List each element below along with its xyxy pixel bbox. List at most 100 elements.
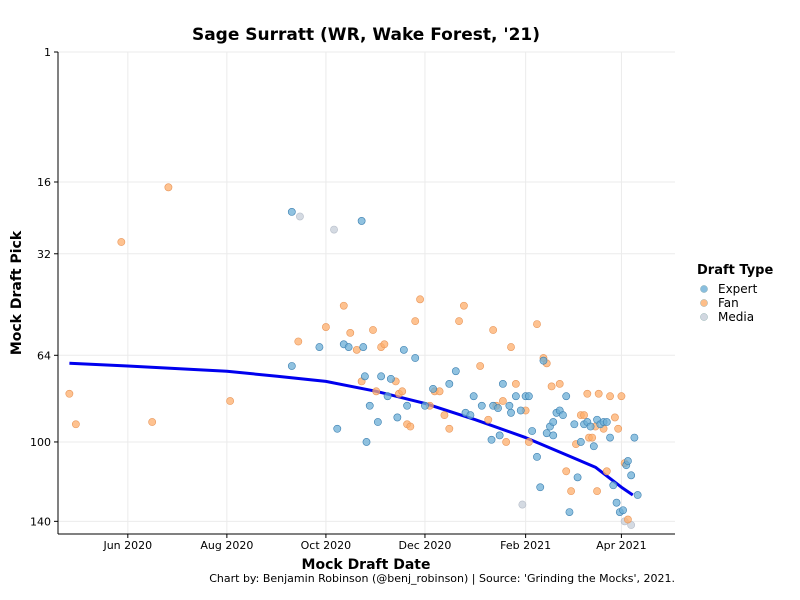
legend-label-expert: Expert (718, 282, 758, 296)
x-axis-title: Mock Draft Date (302, 557, 431, 573)
data-point-expert (411, 354, 420, 362)
data-point-fan (226, 397, 235, 405)
legend-label-fan: Fan (718, 296, 739, 310)
data-point-expert (524, 392, 533, 401)
data-point-fan (580, 411, 588, 420)
data-point-expert (469, 392, 478, 401)
data-point-expert (477, 401, 486, 410)
data-point-fan (411, 317, 420, 326)
x-tick-label: Feb 2021 (500, 539, 551, 552)
data-point-media (330, 225, 338, 234)
data-point-expert (542, 429, 551, 438)
data-point-fan (346, 329, 355, 337)
data-point-expert (573, 473, 582, 482)
y-tick-label: 16 (37, 176, 51, 189)
data-point-fan (380, 340, 389, 349)
data-point-fan (148, 418, 157, 426)
x-tick-label: Apr 2021 (596, 539, 647, 552)
data-point-fan (445, 424, 454, 433)
data-point-fan (606, 392, 614, 401)
data-point-expert (495, 431, 504, 440)
data-point-expert (606, 433, 614, 442)
data-point-expert (287, 207, 296, 216)
points-group (65, 183, 642, 529)
data-point-fan (524, 438, 533, 446)
data-point-expert (536, 483, 545, 492)
data-point-expert (393, 413, 402, 422)
data-point-expert (421, 401, 429, 410)
data-point-expert (627, 471, 636, 480)
data-point-expert (386, 374, 395, 383)
data-point-expert (365, 401, 374, 410)
data-point-expert (528, 427, 537, 435)
y-axis-title: Mock Draft Pick (9, 230, 25, 355)
data-point-expert (507, 408, 515, 417)
data-point-expert (359, 343, 368, 351)
data-point-fan (555, 380, 564, 388)
chart-title: Sage Surratt (WR, Wake Forest, '21) (192, 25, 540, 45)
data-point-expert (383, 392, 392, 401)
x-tick-label: Oct 2020 (301, 539, 352, 552)
data-point-fan (533, 320, 541, 329)
data-point-expert (466, 411, 475, 420)
data-point-fan (416, 295, 424, 304)
data-point-fan (369, 326, 377, 334)
data-point-expert (549, 431, 558, 440)
data-point-expert (498, 380, 507, 388)
data-point-media (296, 212, 304, 221)
y-tick-label: 64 (37, 349, 51, 362)
data-point-expert (533, 452, 541, 461)
x-tick-label: Jun 2020 (102, 539, 152, 552)
data-point-expert (429, 384, 437, 393)
data-point-expert (602, 418, 611, 426)
axes (57, 52, 675, 535)
data-point-fan (602, 467, 611, 476)
data-point-expert (315, 343, 324, 351)
data-point-fan (614, 424, 623, 433)
data-point-expert (624, 457, 632, 465)
data-point-fan (617, 392, 626, 401)
data-point-expert (287, 362, 296, 370)
data-point-expert (619, 506, 627, 515)
data-point-expert (630, 433, 639, 442)
data-point-expert (333, 424, 342, 433)
data-point-expert (445, 380, 454, 388)
data-point-expert (539, 356, 548, 365)
data-point-fan (339, 301, 348, 310)
data-point-fan (164, 183, 173, 192)
data-point-expert (612, 498, 621, 507)
data-point-fan (455, 317, 463, 326)
legend-swatch-media (700, 313, 708, 321)
data-point-expert (451, 367, 460, 376)
legend-title: Draft Type (697, 263, 773, 278)
data-point-fan (322, 323, 330, 331)
data-point-expert (357, 217, 366, 225)
data-point-expert (589, 442, 598, 451)
data-point-expert (609, 481, 618, 490)
data-point-expert (505, 401, 514, 410)
y-ticks: 1 16 32 64 100 140 (30, 46, 58, 528)
data-point-fan (588, 433, 597, 442)
y-tick-label: 100 (30, 436, 51, 449)
x-tick-label: Dec 2020 (399, 539, 452, 552)
data-point-fan (435, 387, 444, 396)
data-point-expert (487, 435, 496, 444)
data-point-fan (624, 515, 632, 524)
data-point-expert (565, 508, 574, 517)
y-tick-label: 140 (30, 515, 51, 528)
data-point-fan (406, 422, 415, 431)
data-point-expert (549, 418, 558, 426)
data-point-fan (71, 420, 80, 429)
legend-label-media: Media (718, 310, 754, 324)
data-point-fan (594, 389, 603, 398)
data-point-expert (516, 406, 525, 415)
data-point-expert (360, 372, 369, 381)
legend-swatch-expert (700, 285, 708, 293)
legend-swatch-fan (700, 299, 708, 307)
data-point-expert (586, 422, 595, 431)
data-point-fan (65, 389, 74, 398)
data-point-fan (567, 487, 575, 496)
data-point-fan (398, 387, 407, 396)
